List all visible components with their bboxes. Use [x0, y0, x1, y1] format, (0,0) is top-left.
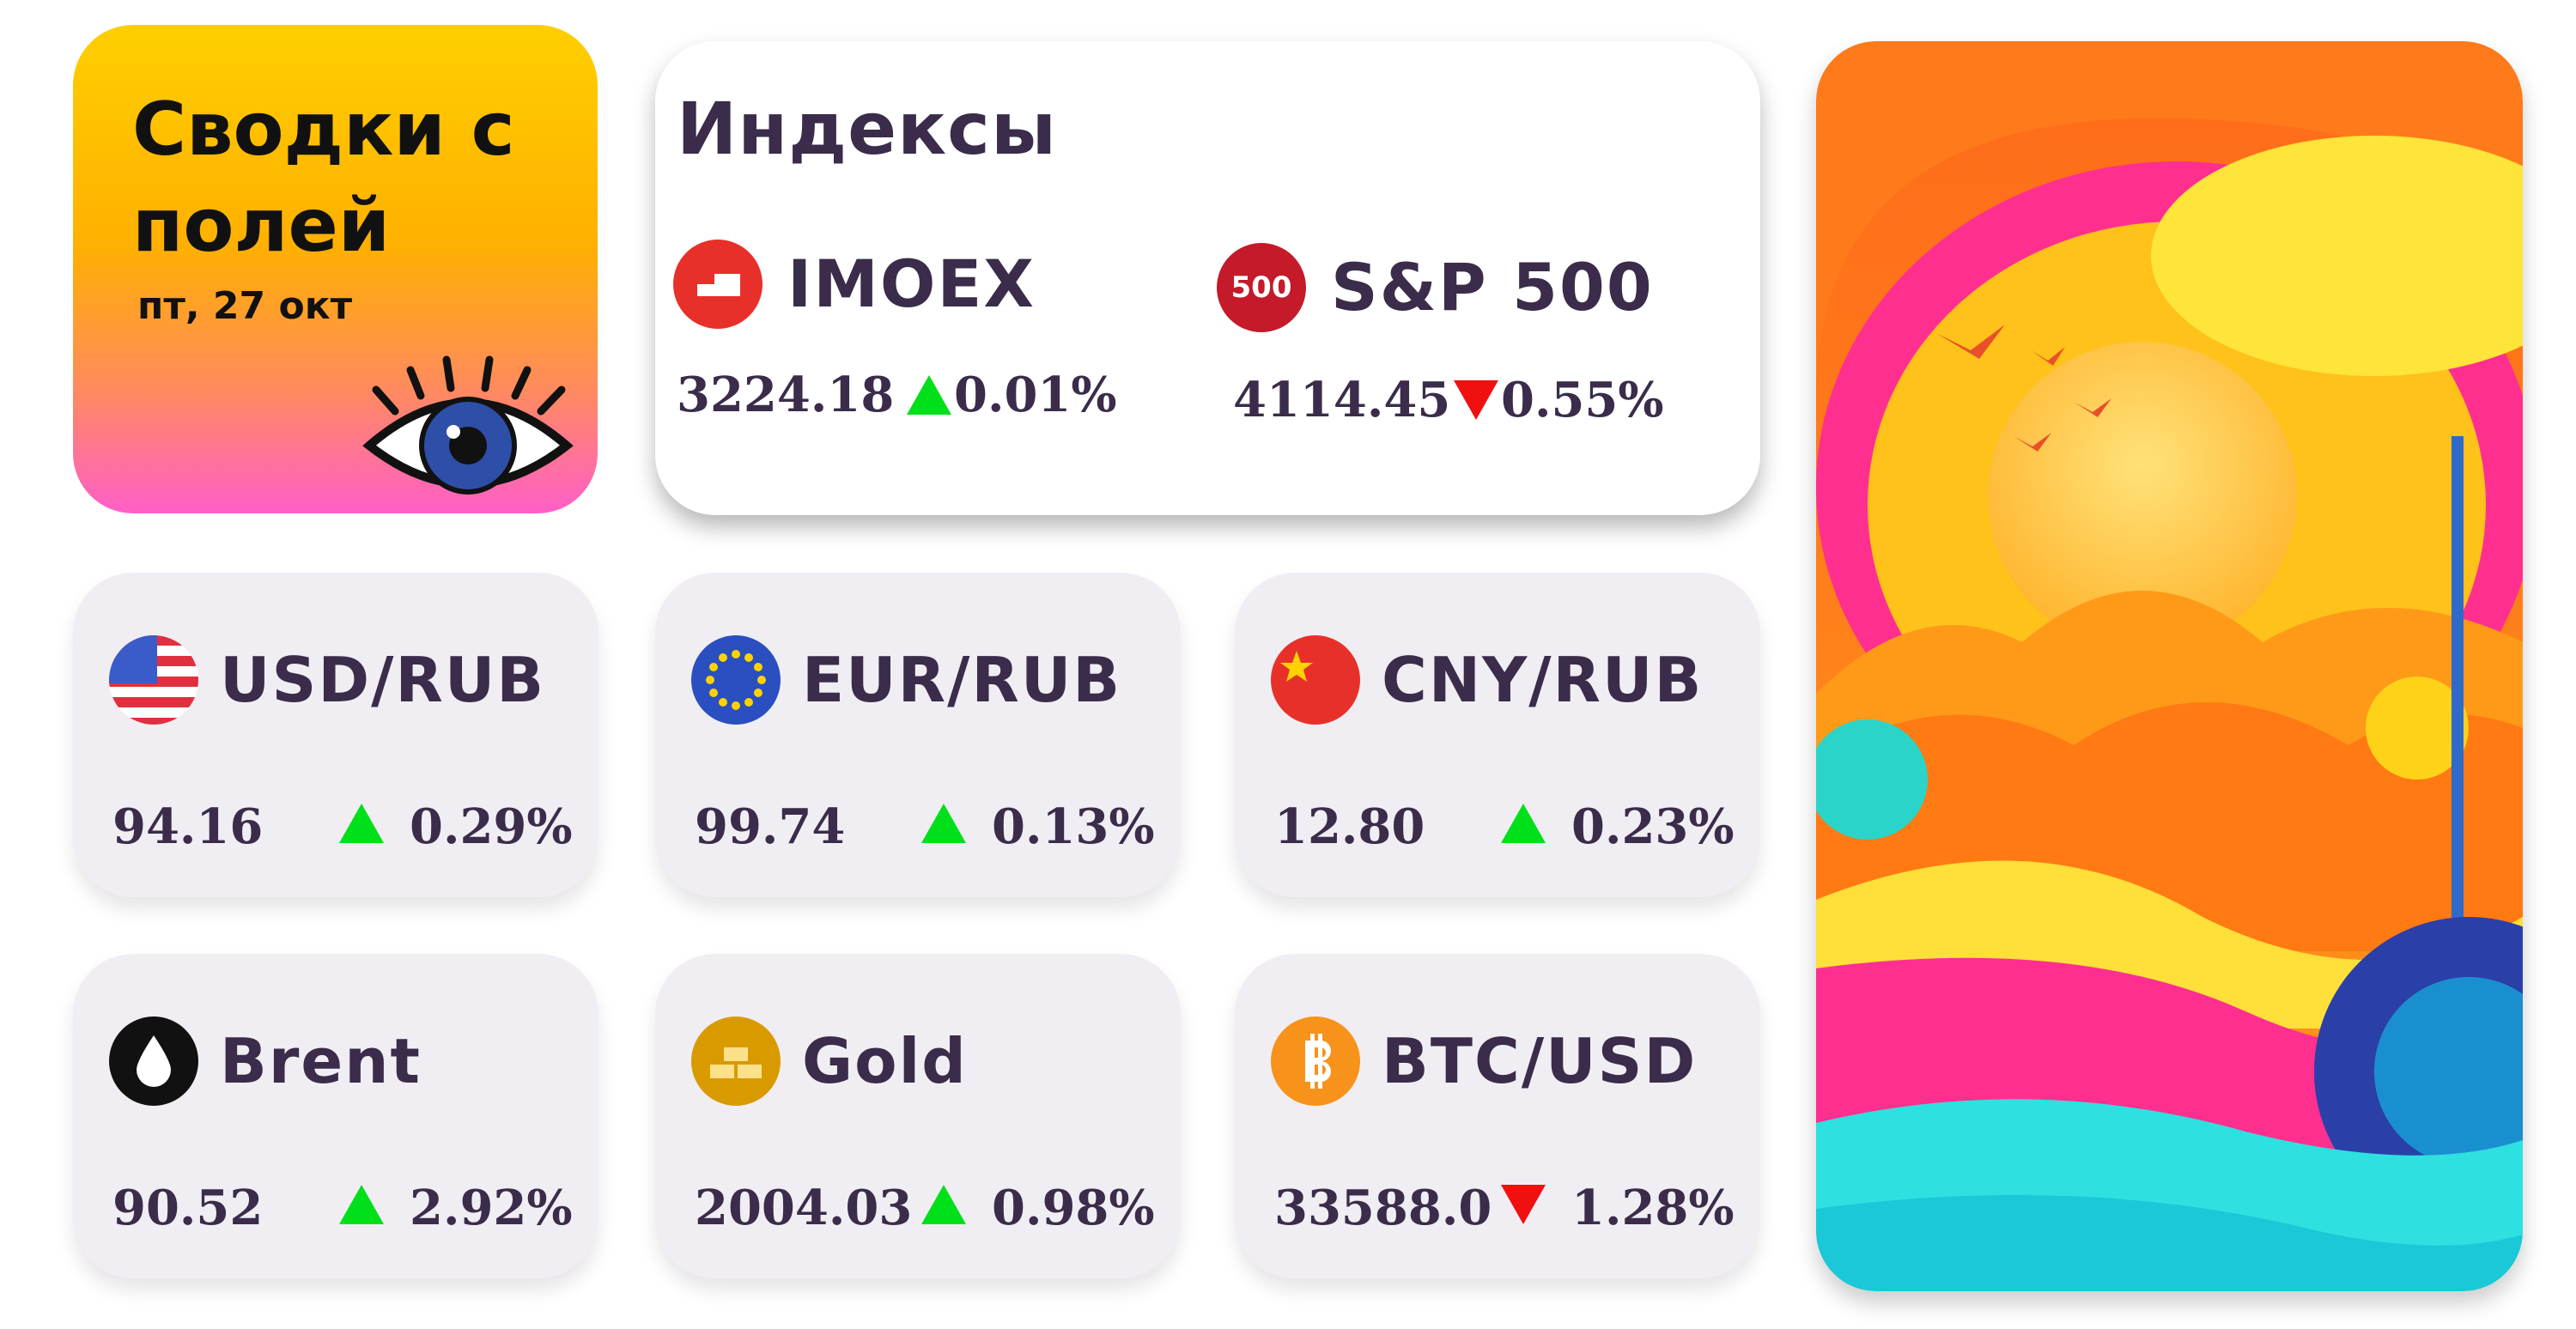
quote-icon: [1271, 635, 1360, 725]
indices-title: Индексы: [677, 87, 1057, 171]
index-value: 3224.18: [677, 367, 895, 423]
index-icon-label: 500: [1230, 270, 1292, 305]
index-value: 4114.45: [1233, 372, 1451, 428]
quote-tile: Gold 2004.03 0.98%: [655, 954, 1181, 1278]
arrow-up: [339, 804, 384, 843]
quote-name: BTC/USD: [1382, 1025, 1698, 1097]
arrow-down: [1501, 1185, 1546, 1224]
arrow-up: [921, 804, 966, 843]
quote-name: Gold: [802, 1025, 968, 1097]
arrow-up: [907, 375, 951, 415]
header-date: пт, 27 окт: [137, 284, 353, 328]
index-name: IMOEX: [787, 246, 1036, 322]
quote-name: EUR/RUB: [802, 644, 1122, 716]
illustration: [1816, 41, 2523, 1291]
quote-tile: EUR/RUB 99.74 0.13%: [655, 573, 1181, 897]
arrow-up: [339, 1185, 384, 1224]
quote-value: 99.74: [695, 798, 846, 855]
quote-change: 2.92%: [410, 1180, 573, 1236]
quote-tile: CNY/RUB 12.80 0.23%: [1235, 573, 1760, 897]
quote-tile: BTC/USD 33588.0 1.28%: [1235, 954, 1760, 1278]
quote-change: 0.29%: [410, 798, 573, 855]
quote-value: 2004.03: [695, 1180, 913, 1236]
quote-value: 33588.0: [1274, 1180, 1492, 1236]
header-card: Сводки с полей пт, 27 окт: [73, 25, 598, 513]
arrow-up: [1501, 804, 1546, 843]
header-title: Сводки с: [132, 87, 515, 173]
quote-name: CNY/RUB: [1382, 644, 1704, 716]
quote-name: USD/RUB: [220, 644, 546, 716]
quote-value: 94.16: [112, 798, 264, 855]
index-change: 0.55%: [1501, 372, 1664, 428]
index-icon: [673, 240, 762, 329]
quote-name: Brent: [220, 1025, 422, 1097]
eye-icon: [362, 355, 574, 495]
arrow-up: [921, 1185, 966, 1224]
arrow-down: [1454, 380, 1498, 420]
index-change: 0.01%: [954, 367, 1117, 423]
quote-value: 90.52: [112, 1180, 264, 1236]
quote-icon: [691, 635, 781, 725]
quote-icon: [691, 1016, 781, 1106]
quote-value: 12.80: [1274, 798, 1425, 855]
quote-icon: [109, 1016, 198, 1106]
quote-icon: [109, 635, 198, 725]
quote-icon: [1271, 1016, 1360, 1106]
quote-change: 0.13%: [992, 798, 1155, 855]
index-icon: 500: [1217, 243, 1306, 332]
index-name: S&P 500: [1331, 249, 1654, 325]
quote-tile: USD/RUB 94.16 0.29%: [73, 573, 598, 897]
header-title: полей: [132, 183, 391, 269]
quote-change: 0.23%: [1571, 798, 1735, 855]
indices-card: Индексы IMOEX 3224.18 0.01% 500 S&P 500 4114.…: [655, 41, 1760, 515]
quote-change: 1.28%: [1571, 1180, 1735, 1236]
quote-tile: Brent 90.52 2.92%: [73, 954, 598, 1278]
quote-change: 0.98%: [992, 1180, 1155, 1236]
